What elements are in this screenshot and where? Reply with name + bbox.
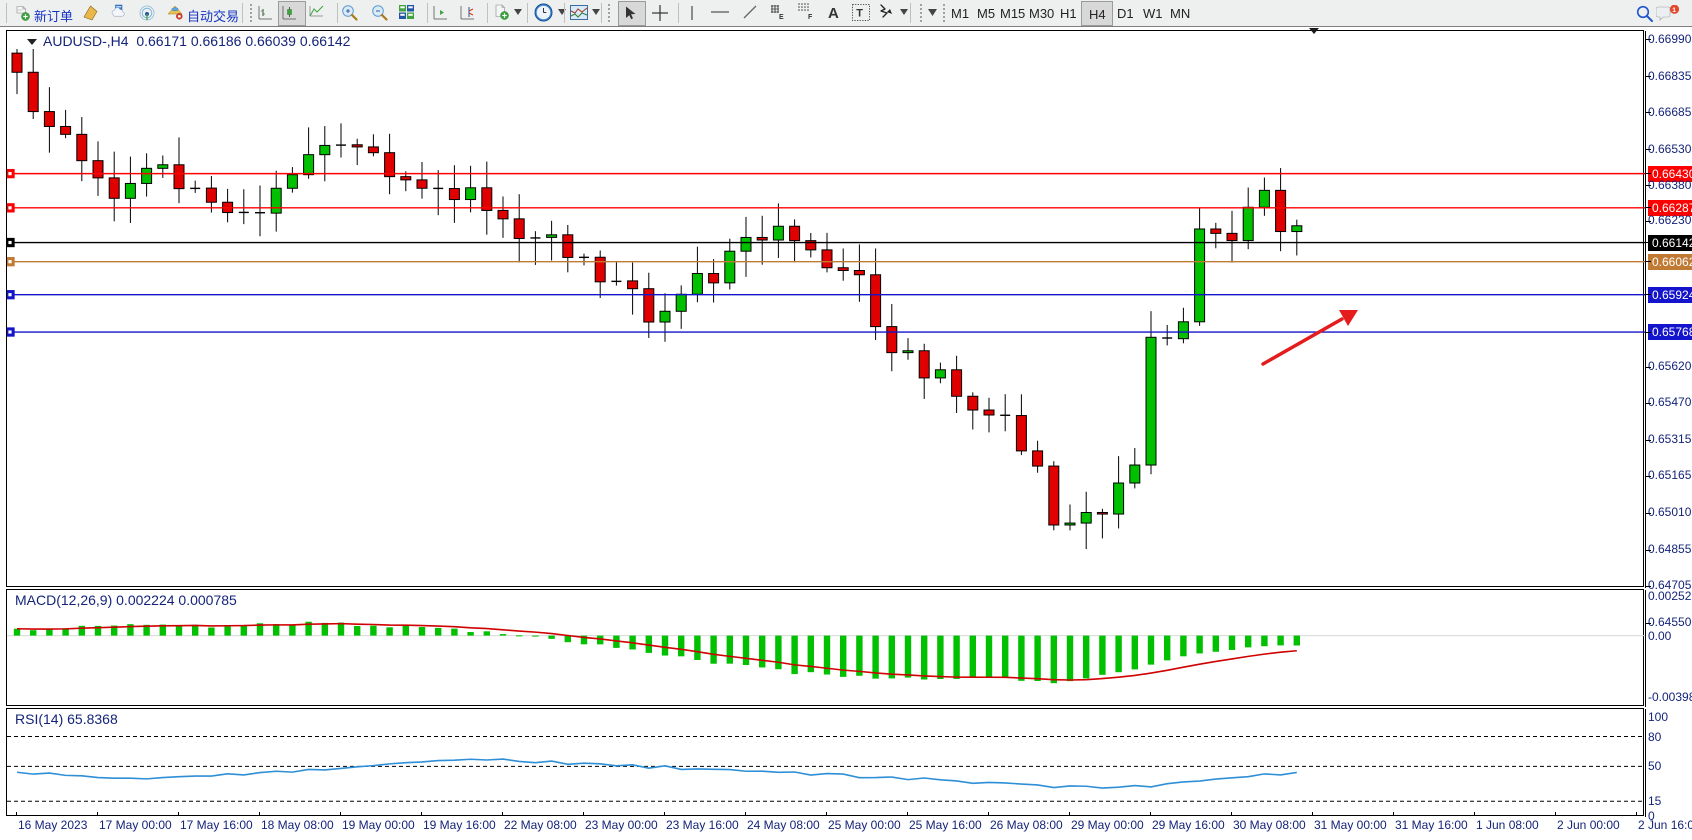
svg-text:F: F (808, 14, 813, 21)
svg-text:1: 1 (1672, 7, 1676, 14)
svg-text:T: T (856, 8, 863, 20)
svg-text:E: E (779, 14, 784, 21)
